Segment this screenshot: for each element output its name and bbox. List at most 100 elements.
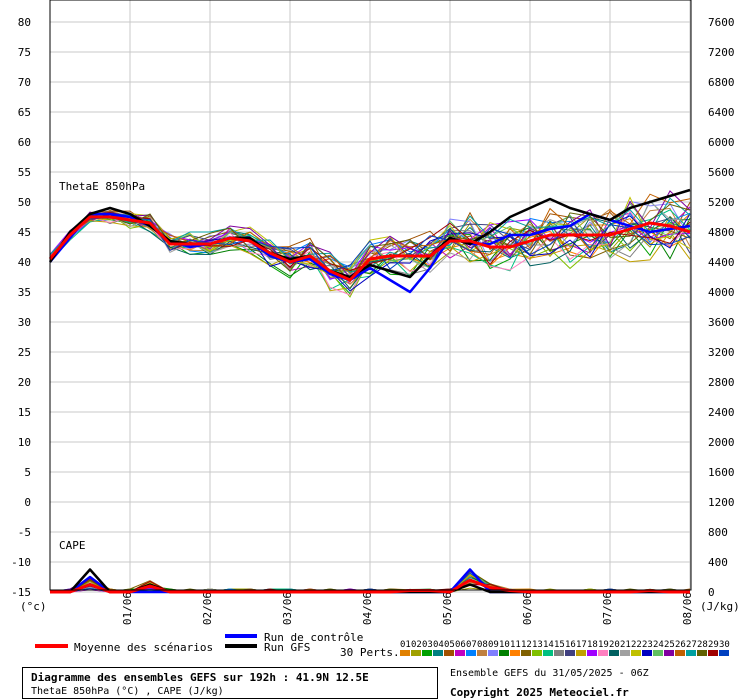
main-series <box>48 188 691 594</box>
y-right-tick-label: 2000 <box>708 436 735 449</box>
pert-legend-number: 04 <box>433 640 444 650</box>
y-left-tick-label: 70 <box>18 76 31 89</box>
pert-legend-number: 18 <box>587 640 598 650</box>
y-left-tick-label: 15 <box>18 406 31 419</box>
pert-legend-swatch <box>433 650 443 656</box>
y-right-tick-label: 0 <box>708 586 715 599</box>
y-right-tick-label: 400 <box>708 556 728 569</box>
y-left-tick-label: 45 <box>18 226 31 239</box>
y-right-tick-label: 5200 <box>708 196 735 209</box>
pert-legend-number: 06 <box>455 640 466 650</box>
pert-legend-swatch <box>543 650 553 656</box>
y-left-tick-label: 65 <box>18 106 31 119</box>
pert-legend-number: 25 <box>664 640 675 650</box>
legend-label-gfs: Run GFS <box>264 641 310 654</box>
y-right-tick-label: 1200 <box>708 496 735 509</box>
cape-line-mean <box>50 578 690 594</box>
x-tick-label: 01/06 <box>121 592 134 625</box>
pert-legend-swatch <box>444 650 454 656</box>
perturbation-line-19 <box>49 210 691 296</box>
perturbation-line-17 <box>49 220 691 292</box>
pert-legend-swatch <box>587 650 597 656</box>
x-axis: 01/06 02/06 03/06 04/06 05/06 06/06 07/06 08/06 <box>121 592 694 625</box>
y-right-tick-label: 6800 <box>708 76 735 89</box>
y-right-tick-label: 800 <box>708 526 728 539</box>
pert-legend-swatch <box>609 650 619 656</box>
pert-legend-number: 19 <box>598 640 609 650</box>
x-tick-label: 05/06 <box>441 592 454 625</box>
pert-legend-number: 15 <box>554 640 565 650</box>
pert-legend-number: 24 <box>653 640 664 650</box>
pert-legend-swatch <box>686 650 696 656</box>
y-left-tick-label: -10 <box>11 556 31 569</box>
pert-legend-number: 20 <box>609 640 620 650</box>
y-right-tick-label: 4000 <box>708 286 735 299</box>
y-left-tick-label: 40 <box>18 256 31 269</box>
pert-legend-swatch <box>642 650 652 656</box>
pert-legend-swatch <box>400 650 410 656</box>
pert-legend-number: 12 <box>521 640 532 650</box>
pert-legend-swatch <box>554 650 564 656</box>
y-left-tick-label: 30 <box>18 316 31 329</box>
pert-legend-number: 17 <box>576 640 587 650</box>
y-right-tick-label: 2400 <box>708 406 735 419</box>
pert-legend-number: 13 <box>532 640 543 650</box>
pert-legend-number: 09 <box>488 640 499 650</box>
y-right-tick-label: 6000 <box>708 136 735 149</box>
y-left-tick-label: 80 <box>18 16 31 29</box>
x-tick-label: 06/06 <box>521 592 534 625</box>
y-right-tick-label: 1600 <box>708 466 735 479</box>
chart-info-box: Diagramme des ensembles GEFS sur 192h : … <box>22 667 438 699</box>
pert-legend-number: 02 <box>411 640 422 650</box>
perturbation-legend: 01 02 03 04 05 06 07 08 09 10 11 12 13 14 15 16 17 18 19 20… <box>400 640 730 656</box>
pert-legend-number: 27 <box>686 640 697 650</box>
y-axis-right: 7600720068006400600056005200480044004000… <box>708 16 735 599</box>
y-left-tick-label: 5 <box>24 466 31 479</box>
y-left-tick-label: 50 <box>18 196 31 209</box>
y-left-tick-label: 35 <box>18 286 31 299</box>
y-right-tick-label: 7200 <box>708 46 735 59</box>
y-right-tick-label: 6400 <box>708 106 735 119</box>
run-info: Ensemble GEFS du 31/05/2025 - 06Z <box>450 668 649 679</box>
thetae-panel-label: ThetaE 850hPa <box>59 180 145 193</box>
plot-frame <box>49 0 692 591</box>
pert-legend-swatch <box>697 650 707 656</box>
x-tick-label: 04/06 <box>361 592 374 625</box>
pert-legend-swatch <box>675 650 685 656</box>
legend: Moyenne des scénarios Run de contrôle Ru… <box>35 631 730 659</box>
pert-legend-swatch <box>422 650 432 656</box>
legend-label-perts: 30 Perts. <box>340 646 400 659</box>
pert-legend-swatch <box>411 650 421 656</box>
y-left-tick-label: 25 <box>18 346 31 359</box>
x-tick-label: 07/06 <box>601 592 614 625</box>
pert-legend-swatch <box>664 650 674 656</box>
pert-legend-number: 05 <box>444 640 455 650</box>
pert-legend-swatch <box>510 650 520 656</box>
x-tick-label: 03/06 <box>281 592 294 625</box>
y-left-tick-label: 60 <box>18 136 31 149</box>
pert-legend-swatch <box>499 650 509 656</box>
y-right-tick-label: 3200 <box>708 346 735 359</box>
y-right-tick-label: 4800 <box>708 226 735 239</box>
y-left-tick-label: 20 <box>18 376 31 389</box>
left-unit-label: (°c) <box>20 600 47 613</box>
pert-legend-number: 11 <box>510 640 521 650</box>
pert-legend-swatch <box>466 650 476 656</box>
y-left-tick-label: -15 <box>11 586 31 599</box>
copyright: Copyright 2025 Meteociel.fr <box>450 686 629 699</box>
pert-legend-number: 22 <box>631 640 642 650</box>
y-right-tick-label: 3600 <box>708 316 735 329</box>
pert-legend-swatch <box>708 650 718 656</box>
x-tick-label: 02/06 <box>201 592 214 625</box>
y-left-tick-label: -5 <box>18 526 31 539</box>
right-unit-label: (J/kg) <box>700 600 740 613</box>
pert-legend-number: 21 <box>620 640 631 650</box>
perturbation-line-28 <box>49 203 691 283</box>
pert-legend-swatch <box>565 650 575 656</box>
perturbation-line-20 <box>49 214 691 290</box>
pert-legend-swatch <box>631 650 641 656</box>
legend-swatch-mean <box>35 644 68 648</box>
series-line-mean <box>48 215 691 282</box>
x-tick-label: 08/06 <box>681 592 694 625</box>
